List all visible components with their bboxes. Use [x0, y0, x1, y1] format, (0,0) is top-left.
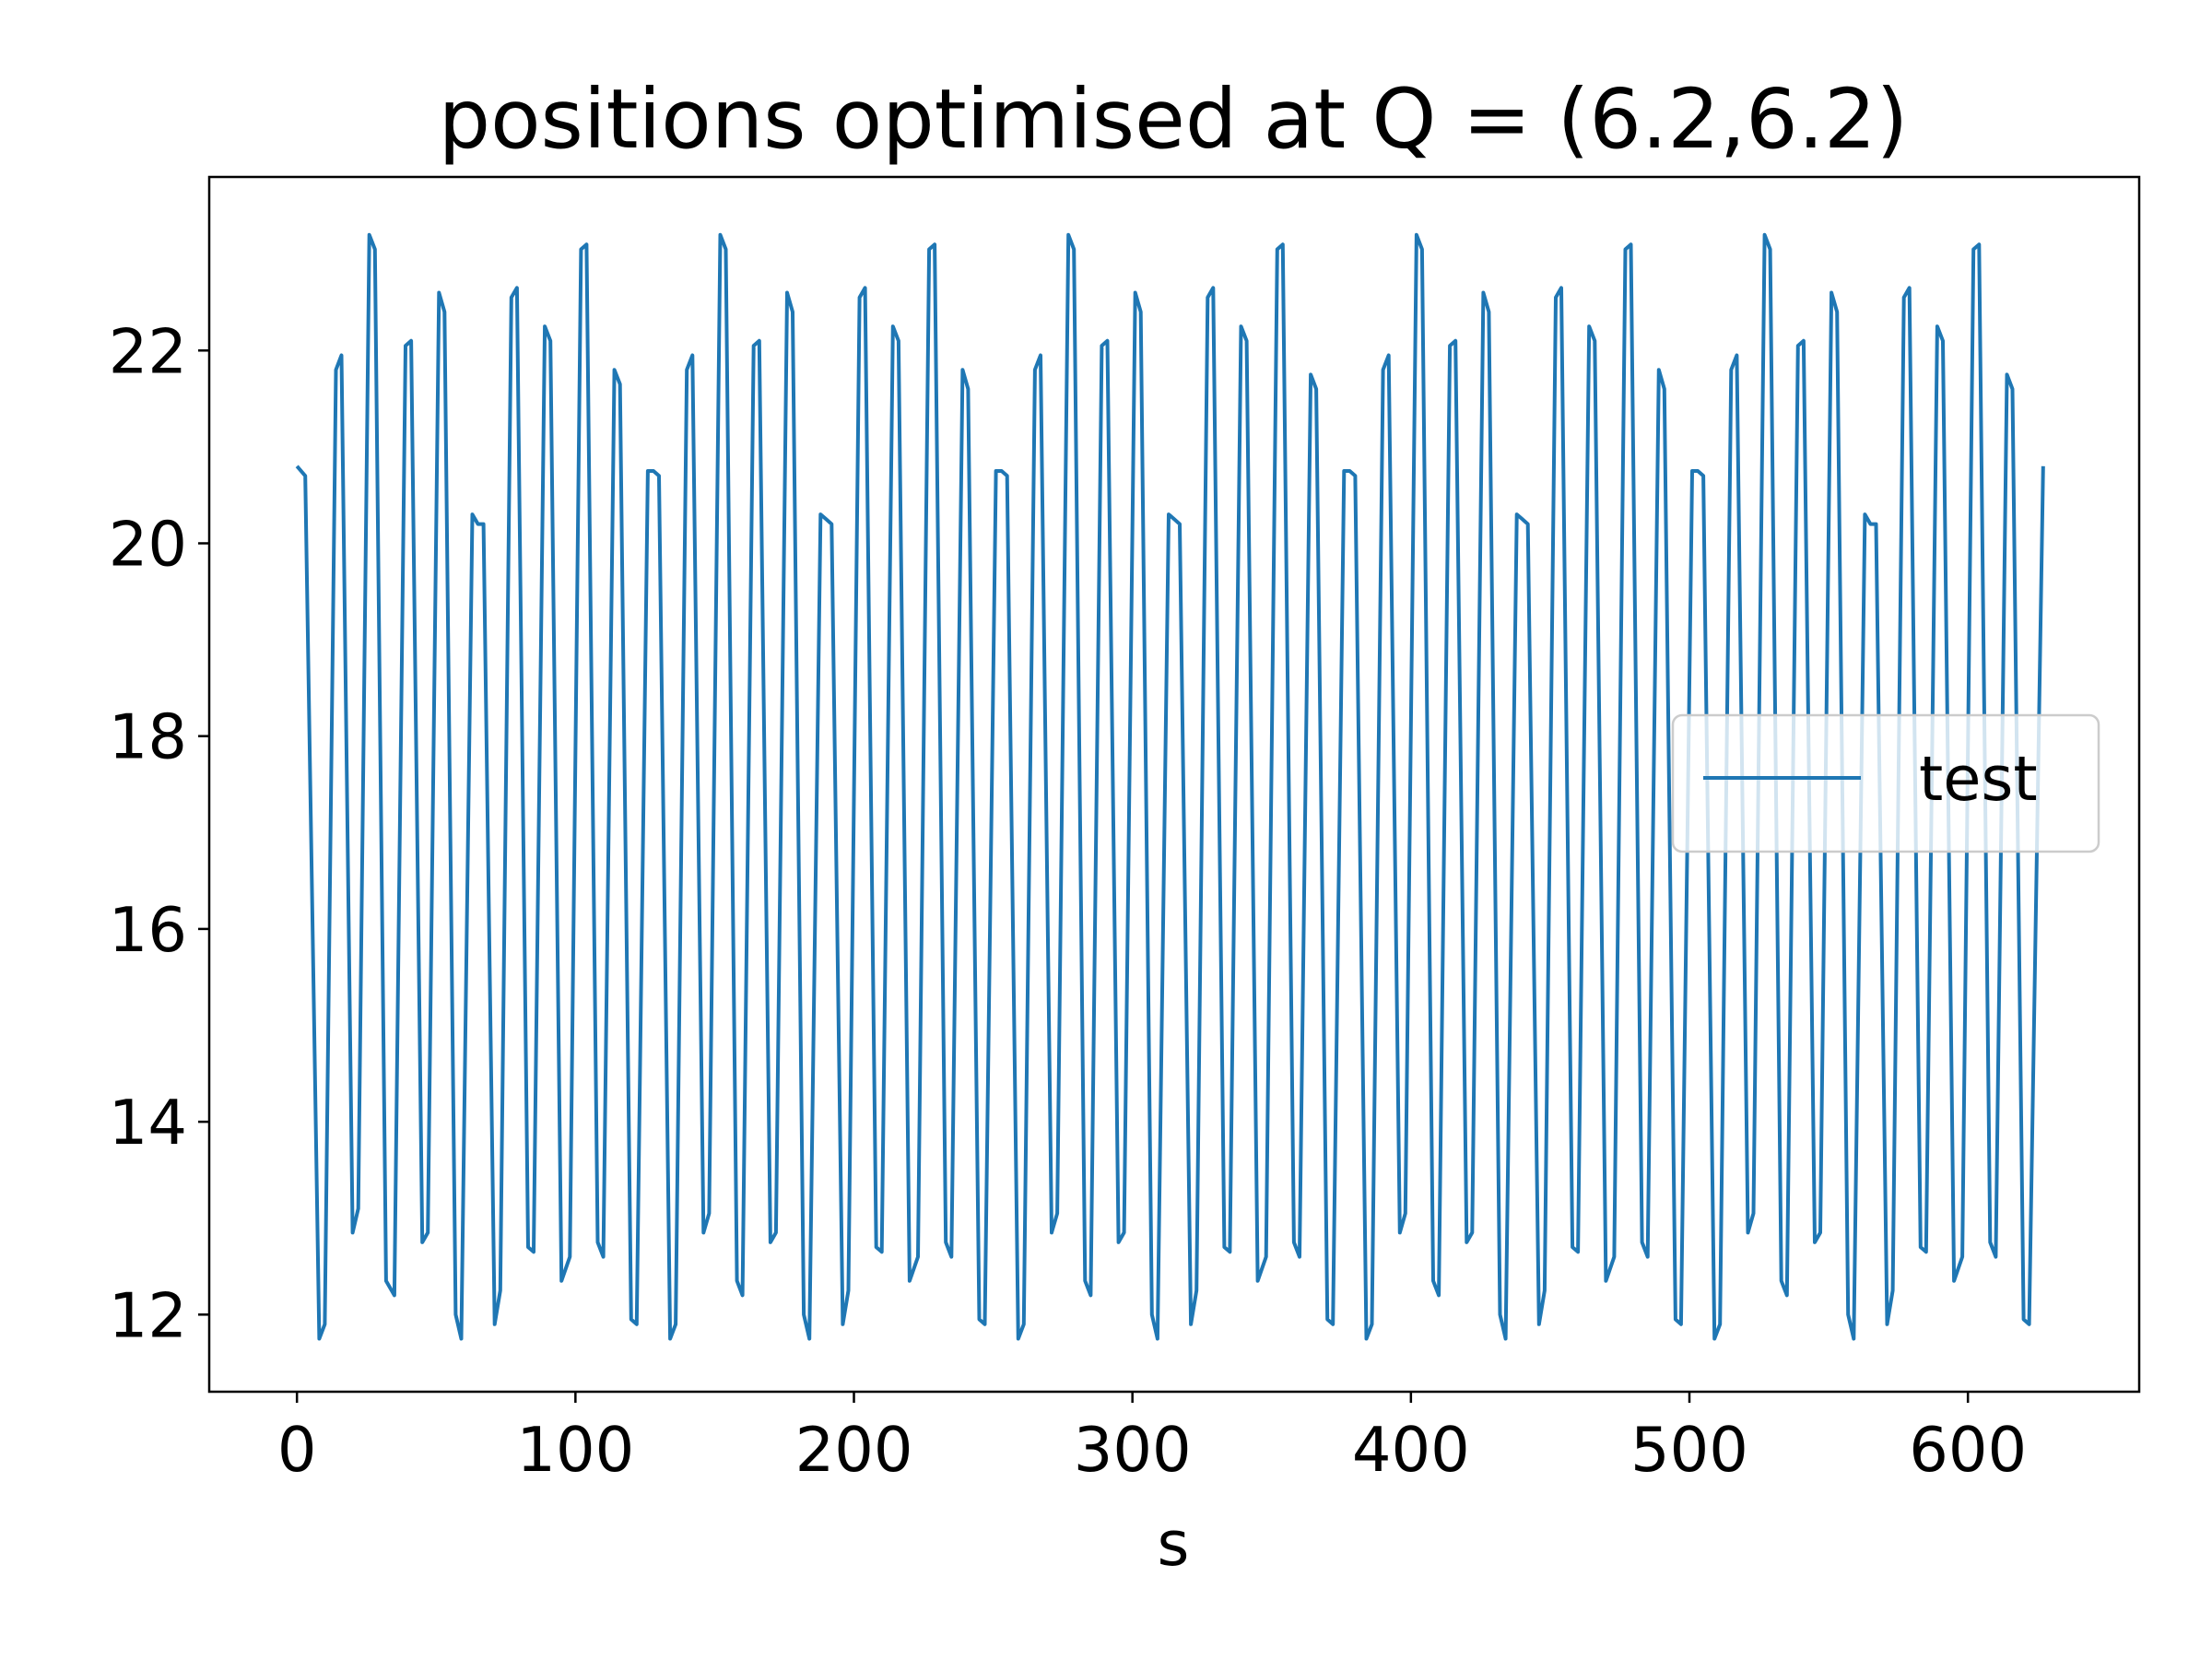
x-tick-label: 300 — [1074, 1414, 1192, 1486]
axes-frame — [207, 175, 2141, 1394]
series-line-0 — [295, 232, 2045, 1341]
series-layer — [295, 232, 2045, 1341]
y-tick-label: 22 — [109, 315, 187, 387]
x-tick-label: 200 — [795, 1414, 913, 1486]
y-tick-label: 14 — [109, 1087, 187, 1159]
chart-title: positions optimised at Q = (6.2,6.2) — [439, 71, 1909, 167]
plot-area — [207, 175, 2141, 1394]
y-tick-label: 20 — [109, 508, 187, 580]
x-tick-label: 600 — [1909, 1414, 2027, 1486]
y-tick-label: 12 — [109, 1279, 187, 1351]
legend-frame — [1671, 713, 2100, 853]
x-tick-label: 100 — [516, 1414, 634, 1486]
y-axis: 12 14 16 18 20 22 — [109, 315, 209, 1351]
legend[interactable]: test — [1671, 713, 2100, 853]
legend-entry-label: test — [1919, 743, 2038, 815]
x-axis: 0 100 200 300 400 500 600 — [277, 1392, 2027, 1486]
x-tick-label: 400 — [1352, 1414, 1470, 1486]
y-tick-label: 18 — [109, 701, 187, 773]
y-tick-label: 16 — [109, 894, 187, 966]
x-tick-label: 0 — [277, 1414, 317, 1486]
x-tick-label: 500 — [1630, 1414, 1748, 1486]
x-axis-label: s — [1158, 1508, 1190, 1580]
